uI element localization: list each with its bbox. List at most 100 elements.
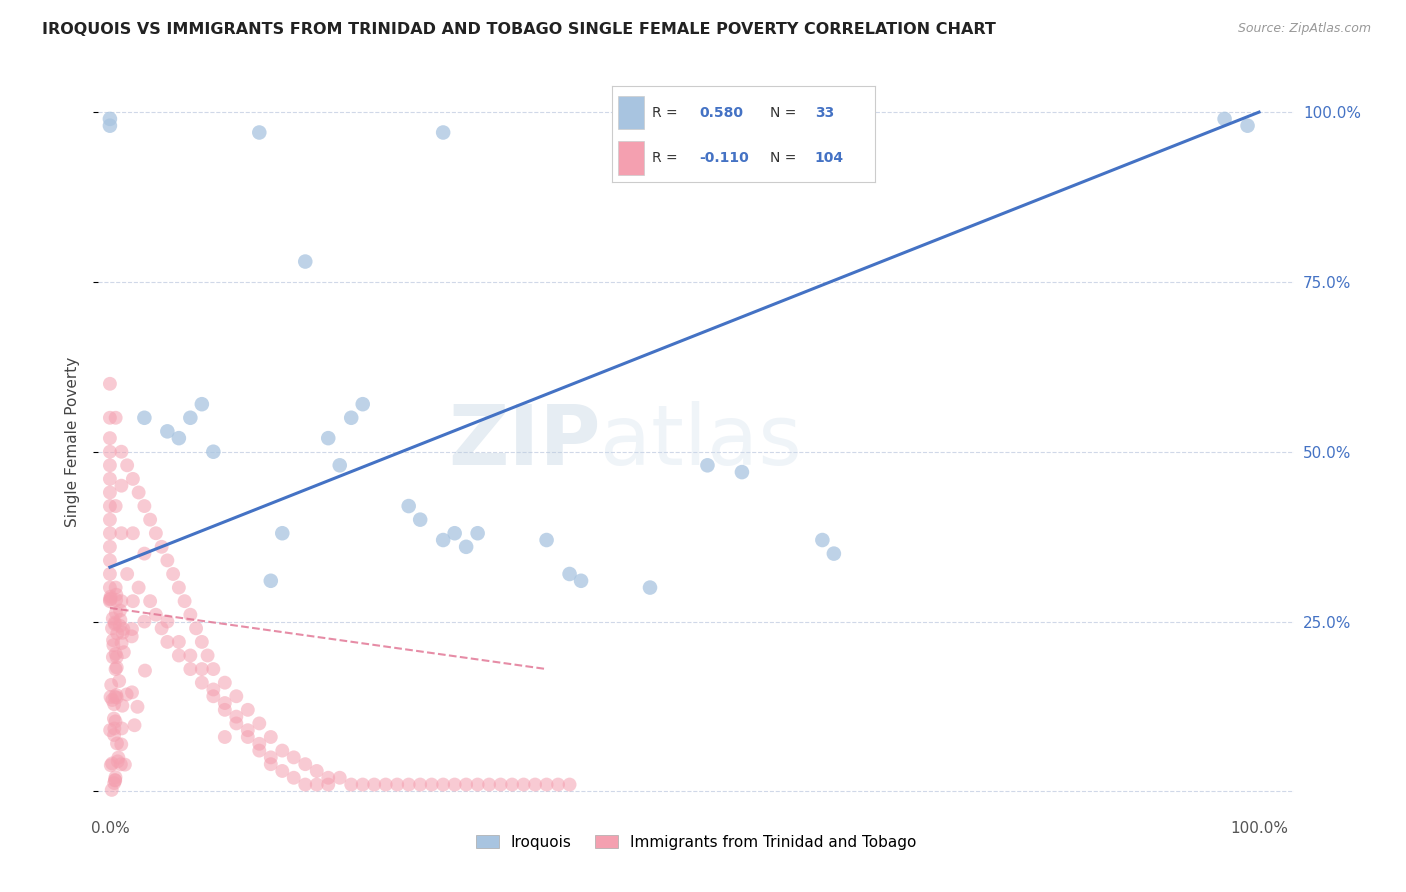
Point: [374, 778, 396, 792]
Point: [156, 615, 179, 629]
Point: [105, 736, 128, 750]
Point: [420, 778, 443, 792]
Point: [409, 778, 432, 792]
Point: [191, 675, 214, 690]
Point: [150, 540, 173, 554]
Point: [100, 591, 122, 606]
Point: [811, 533, 834, 547]
Point: [100, 678, 122, 692]
Point: [100, 590, 122, 604]
Point: [104, 617, 127, 632]
Point: [101, 693, 124, 707]
Point: [260, 730, 283, 744]
Point: [352, 778, 374, 792]
Point: [467, 778, 489, 792]
Point: [115, 687, 138, 701]
Point: [150, 621, 173, 635]
Point: [167, 635, 190, 649]
Point: [294, 778, 316, 792]
Point: [105, 626, 128, 640]
Point: [122, 526, 145, 541]
Point: [127, 699, 149, 714]
Point: [202, 662, 225, 676]
Point: [247, 716, 270, 731]
Point: [103, 697, 125, 711]
Point: [456, 778, 478, 792]
Point: [214, 730, 236, 744]
Point: [197, 648, 219, 663]
Point: [139, 513, 162, 527]
Point: [283, 771, 305, 785]
Point: [260, 750, 283, 764]
Point: [98, 581, 121, 595]
Point: [134, 547, 156, 561]
Point: [111, 625, 134, 640]
Point: [105, 690, 128, 705]
Point: [167, 431, 190, 445]
Point: [352, 397, 374, 411]
Point: [443, 778, 465, 792]
Point: [101, 611, 124, 625]
Point: [104, 662, 127, 676]
Point: [98, 119, 121, 133]
Point: [316, 771, 339, 785]
Point: [247, 743, 270, 757]
Point: [98, 485, 121, 500]
Point: [260, 574, 283, 588]
Point: [456, 540, 478, 554]
Point: [110, 526, 132, 541]
Point: [145, 526, 167, 541]
Point: [134, 499, 156, 513]
Point: [432, 126, 454, 140]
Point: [98, 723, 121, 738]
Point: [1236, 119, 1258, 133]
Point: [225, 690, 247, 704]
Point: [202, 690, 225, 704]
Point: [271, 526, 294, 541]
Point: [115, 566, 138, 581]
Point: [156, 553, 179, 567]
Point: [100, 783, 122, 797]
Legend: Iroquois, Immigrants from Trinidad and Tobago: Iroquois, Immigrants from Trinidad and T…: [470, 829, 922, 856]
Point: [305, 778, 328, 792]
Point: [329, 771, 352, 785]
Point: [214, 696, 236, 710]
Point: [536, 533, 558, 547]
Text: Source: ZipAtlas.com: Source: ZipAtlas.com: [1237, 22, 1371, 36]
Point: [103, 728, 125, 742]
Point: [98, 458, 121, 473]
Point: [104, 714, 127, 729]
Point: [98, 444, 121, 458]
Point: [271, 743, 294, 757]
Point: [104, 772, 127, 787]
Point: [122, 472, 145, 486]
Point: [105, 688, 128, 702]
Point: [114, 757, 136, 772]
Point: [107, 750, 129, 764]
Point: [104, 606, 127, 620]
Point: [98, 594, 121, 608]
Point: [101, 650, 124, 665]
Point: [214, 675, 236, 690]
Point: [110, 757, 132, 772]
Point: [108, 618, 131, 632]
Point: [134, 664, 156, 678]
Point: [340, 410, 363, 425]
Point: [105, 660, 128, 674]
Point: [823, 547, 845, 561]
Y-axis label: Single Female Poverty: Single Female Poverty: [65, 357, 80, 526]
Point: [409, 513, 432, 527]
Point: [247, 126, 270, 140]
Point: [294, 254, 316, 268]
Point: [156, 425, 179, 439]
Point: [696, 458, 718, 473]
Point: [329, 458, 352, 473]
Point: [247, 737, 270, 751]
Point: [478, 778, 501, 792]
Point: [191, 397, 214, 411]
Point: [110, 613, 132, 627]
Point: [547, 778, 569, 792]
Point: [128, 485, 150, 500]
Point: [385, 778, 409, 792]
Point: [105, 588, 128, 602]
